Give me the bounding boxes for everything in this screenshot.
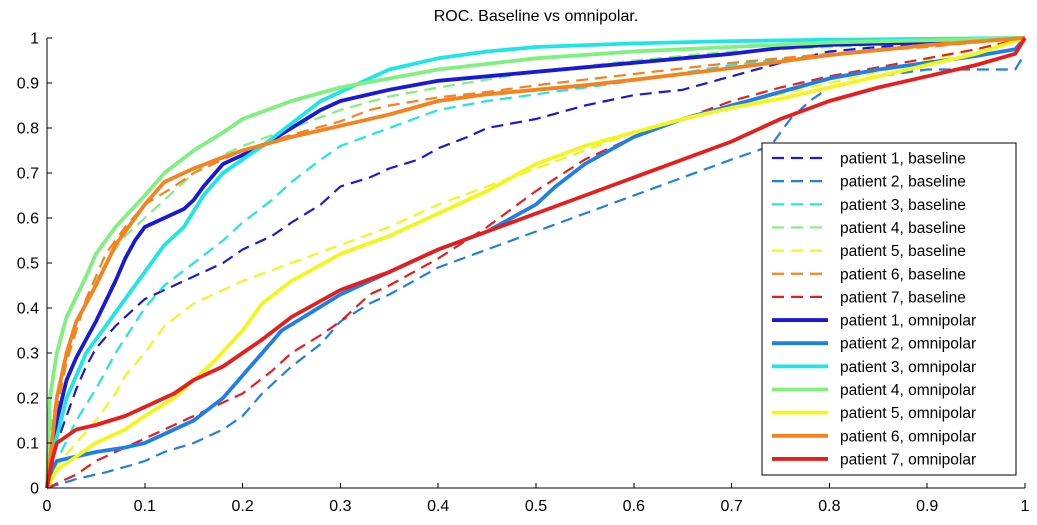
y-tick-label: 0.4 [17,301,39,318]
legend-label: patient 2, baseline [840,174,966,191]
legend-entry-patient-4-omnipolar: patient 4, omnipolar [772,382,976,399]
x-tick-label: 0.1 [134,498,156,515]
legend-label: patient 1, omnipolar [840,313,976,330]
legend-label: patient 4, baseline [840,220,966,237]
legend-label: patient 1, baseline [840,151,966,168]
legend-entry-patient-3-omnipolar: patient 3, omnipolar [772,359,976,376]
legend-entry-patient-5-omnipolar: patient 5, omnipolar [772,405,976,422]
x-ticks: 0 0.1 0.2 0.3 0.4 0.5 0.6 0.7 0.8 0.9 1 [43,483,1030,515]
series-line-patient-7-omnipolar [45,36,1027,489]
legend-label: patient 3, omnipolar [840,359,976,376]
x-tick-label: 0 [43,498,52,515]
x-tick-label: 0.8 [818,498,840,515]
series-line-patient-3-baseline [45,36,1026,489]
y-tick-label: 0.3 [17,346,39,363]
legend-entry-patient-3-baseline: patient 3, baseline [772,197,966,214]
legend-label: patient 4, omnipolar [840,382,976,399]
legend-entry-patient-7-baseline: patient 7, baseline [772,289,966,306]
legend-entry-patient-6-omnipolar: patient 6, omnipolar [772,428,976,445]
y-tick-label: 0.8 [17,121,39,138]
legend-entry-patient-2-baseline: patient 2, baseline [772,174,966,191]
x-tick-label: 0.3 [329,498,351,515]
series-line-patient-6-baseline [45,36,1026,489]
legend-label: patient 7, omnipolar [840,451,976,468]
y-tick-label: 0.7 [17,166,39,183]
x-tick-label: 0.2 [231,498,253,515]
legend-label: patient 7, baseline [840,289,966,306]
x-tick-label: 0.7 [720,498,742,515]
x-tick-label: 0.4 [427,498,449,515]
legend-entry-patient-1-baseline: patient 1, baseline [772,151,966,168]
y-tick-label: 0.5 [17,256,39,273]
series-lines [45,36,1027,490]
series-line-patient-4-baseline [45,36,1026,489]
series-line-patient-6-omnipolar [45,36,1026,489]
series-line-patient-3-omnipolar [45,36,1026,489]
y-ticks: 0 0.1 0.2 0.3 0.4 0.5 0.6 0.7 0.8 0.9 1 [17,31,52,498]
legend-entry-patient-2-omnipolar: patient 2, omnipolar [772,336,976,353]
legend: patient 1, baseline patient 2, baseline pa… [761,142,1017,476]
series-line-patient-5-omnipolar [45,36,1026,489]
x-tick-label: 0.5 [525,498,547,515]
legend-box [761,142,1017,476]
x-tick-label: 0.6 [623,498,645,515]
y-tick-label: 1 [30,31,39,48]
legend-entries: patient 1, baseline patient 2, baseline pa… [772,151,976,468]
y-tick-label: 0.6 [17,211,39,228]
chart-title: ROC. Baseline vs omnipolar. [434,8,639,25]
legend-entry-patient-7-omnipolar: patient 7, omnipolar [772,451,976,468]
legend-entry-patient-6-baseline: patient 6, baseline [772,266,966,283]
axes: 0 0.1 0.2 0.3 0.4 0.5 0.6 0.7 0.8 0.9 1 0 0.1 0.2 0.3… [17,31,1030,516]
legend-entry-patient-4-baseline: patient 4, baseline [772,220,966,237]
legend-label: patient 5, omnipolar [840,405,976,422]
legend-entry-patient-1-omnipolar: patient 1, omnipolar [772,313,976,330]
series-line-patient-1-baseline [45,36,1026,489]
y-tick-label: 0.9 [17,76,39,93]
x-tick-label: 1 [1021,498,1030,515]
legend-label: patient 6, baseline [840,266,966,283]
y-tick-label: 0.2 [17,391,39,408]
legend-label: patient 2, omnipolar [840,336,976,353]
legend-label: patient 3, baseline [840,197,966,214]
series-line-patient-4-omnipolar [45,36,1026,489]
legend-entry-patient-5-baseline: patient 5, baseline [772,243,966,260]
x-tick-label: 0.9 [916,498,938,515]
legend-label: patient 6, omnipolar [840,428,976,445]
y-tick-label: 0.1 [17,436,39,453]
series-line-patient-5-baseline [45,36,1026,489]
series-line-patient-7-baseline [46,36,1026,489]
legend-label: patient 5, baseline [840,243,966,260]
y-tick-label: 0 [30,481,39,498]
